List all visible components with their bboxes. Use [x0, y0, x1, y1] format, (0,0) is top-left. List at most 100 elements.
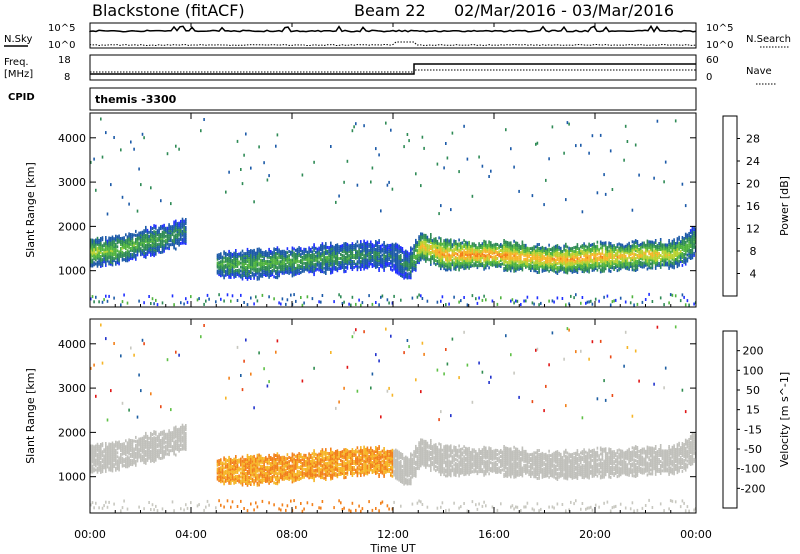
- power-cell: [340, 246, 342, 250]
- power-cell: [291, 250, 294, 254]
- power-cell: [216, 261, 219, 265]
- power-cell: [231, 263, 234, 266]
- power-cell: [400, 268, 402, 271]
- power-cell: [343, 264, 345, 268]
- velocity-cell: [128, 438, 130, 442]
- power-cell: [383, 254, 385, 258]
- power-cell: [441, 252, 444, 256]
- power-cell: [338, 263, 340, 266]
- power-cell: [461, 241, 464, 245]
- velocity-cell: [110, 446, 112, 450]
- power-cell: [105, 246, 107, 249]
- power-cell: [591, 302, 594, 306]
- power-cell: [593, 252, 595, 256]
- nave-label: Nave: [746, 66, 772, 77]
- power-cell: [588, 268, 590, 272]
- power-cell: [366, 266, 369, 270]
- power-cell: [583, 252, 585, 256]
- power-cell: [141, 230, 144, 234]
- power-cell: [466, 263, 469, 267]
- power-cell: [634, 253, 637, 257]
- power-cell: [456, 260, 459, 264]
- power-cell: [430, 237, 432, 240]
- power-cell: [348, 302, 350, 306]
- velocity-cell: [96, 442, 99, 446]
- power-cell: [350, 303, 352, 307]
- power-cell: [448, 257, 450, 261]
- power-cell: [150, 235, 152, 239]
- power-cell: [258, 249, 260, 253]
- velocity-cell: [143, 445, 145, 449]
- power-cell: [501, 250, 504, 254]
- power-cell: [155, 232, 157, 236]
- power-cell: [301, 303, 304, 307]
- power-cell: [575, 265, 577, 269]
- power-cell: [135, 233, 137, 237]
- power-cell: [571, 256, 574, 260]
- power-cell: [440, 267, 442, 271]
- power-cell: [436, 245, 439, 249]
- power-cell: [321, 262, 324, 266]
- power-cell: [116, 245, 119, 249]
- power-cell: [663, 303, 665, 307]
- power-cell: [468, 252, 470, 256]
- power-cell: [120, 254, 122, 258]
- velocity-cell: [131, 449, 134, 453]
- power-cell: [538, 260, 540, 264]
- power-cell: [513, 257, 515, 261]
- power-cell: [508, 257, 510, 261]
- power-cell: [561, 265, 564, 269]
- power-cell: [293, 263, 295, 267]
- power-cell: [100, 262, 102, 266]
- velocity-cell: [150, 433, 152, 437]
- velocity-cell: [118, 466, 120, 470]
- power-cell: [246, 259, 249, 263]
- power-cell: [256, 267, 259, 271]
- power-cell: [331, 260, 334, 264]
- power-cell: [523, 299, 525, 303]
- power-cell: [515, 243, 517, 247]
- power-cell: [688, 252, 690, 255]
- power-cell: [140, 231, 142, 235]
- power-cell: [483, 241, 485, 245]
- velocity-cell: [115, 466, 117, 470]
- velocity-cell: [120, 509, 122, 513]
- power-cell: [135, 229, 137, 233]
- power-cell: [461, 261, 464, 265]
- power-cell: [676, 259, 679, 263]
- power-cell: [228, 271, 230, 275]
- power-cell: [293, 269, 295, 273]
- power-cell: [476, 256, 479, 260]
- power-cell: [276, 276, 279, 280]
- power-cell: [401, 262, 404, 266]
- power-cell: [333, 247, 335, 251]
- power-cell: [273, 257, 275, 261]
- power-cell: [608, 245, 610, 249]
- power-cell: [485, 248, 487, 252]
- power-cell: [455, 261, 457, 265]
- velocity-cell: [96, 446, 99, 450]
- power-cell: [255, 259, 257, 263]
- power-cell: [583, 264, 585, 268]
- power-cell: [255, 273, 257, 277]
- power-cell: [691, 250, 694, 254]
- power-cell: [448, 241, 450, 245]
- power-cell: [511, 258, 514, 262]
- power-cell: [455, 265, 457, 269]
- power-cell: [613, 260, 615, 264]
- power-cell: [599, 133, 602, 137]
- power-cell: [573, 262, 575, 265]
- velocity-cell: [146, 458, 149, 462]
- power-cell: [143, 231, 145, 235]
- power-cell: [355, 122, 357, 126]
- power-cell: [330, 253, 332, 257]
- power-cell: [435, 249, 437, 253]
- power-cell: [271, 251, 274, 255]
- power-cell: [176, 232, 179, 235]
- power-cell: [461, 255, 464, 259]
- power-cell: [556, 254, 559, 258]
- power-cell: [343, 256, 345, 260]
- velocity-cell: [160, 439, 162, 442]
- power-cell: [235, 261, 237, 264]
- power-cell: [688, 242, 690, 245]
